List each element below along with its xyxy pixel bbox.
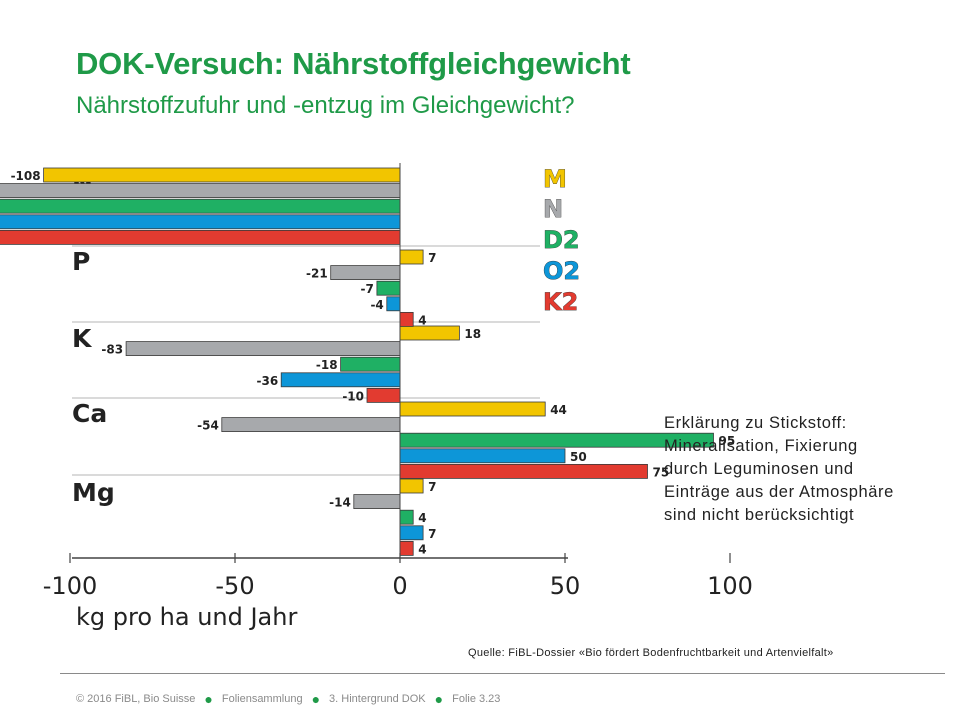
footer-section: 3. Hintergrund DOK [329,693,426,705]
nitrogen-explanation: Erklärung zu Stickstoff: Mineralisation,… [664,414,894,524]
footer: © 2016 FiBL, Bio Suisse ● Foliensammlung… [76,691,500,707]
bar [399,311,414,327]
x-tick-label: 50 [550,572,581,600]
legend-entry: O2 [543,257,580,285]
legend-entry: N [543,195,563,223]
source-note: Quelle: FiBL-Dossier «Bio fördert Bodenf… [468,647,834,659]
category-label: P [72,247,90,276]
data-label: -54 [197,419,219,433]
bar [399,448,566,464]
data-label: 18 [464,327,481,341]
data-label: -108 [11,169,41,183]
bar [353,494,401,510]
bar [376,280,401,296]
data-label: -21 [306,267,328,281]
data-label: 44 [550,403,567,417]
data-label: -83 [101,343,123,357]
data-label: 7 [428,251,436,265]
category-label: K [72,324,93,353]
bar [399,401,546,417]
bar [0,183,401,199]
data-label: 4 [418,511,426,525]
bar [43,167,401,183]
legend-entry: M [543,165,567,193]
data-label: -18 [316,358,338,372]
footer-bullet-icon: ● [434,691,444,707]
slide-subtitle: Nährstoffzufuhr und -entzug im Gleichgew… [76,92,575,119]
bar [399,525,424,541]
x-tick-label: -50 [215,572,254,600]
legend-entry: D2 [543,226,580,254]
data-label: 7 [428,527,436,541]
data-label: -10 [342,389,364,403]
data-label: -7 [361,282,374,296]
footer-bullet-icon: ● [311,691,321,707]
data-label: -4 [370,298,383,312]
bar [280,372,401,388]
bar [399,463,648,479]
footer-divider [60,673,945,674]
x-tick-label: 100 [707,572,753,600]
data-label: -36 [257,374,279,388]
bar [0,229,401,245]
bar [340,356,401,372]
bar [399,325,460,341]
slide-title: DOK-Versuch: Nährstoffgleichgewicht [76,46,631,81]
bar [125,341,401,357]
bar [399,509,414,525]
data-label: 95 [719,434,736,448]
data-label: 4 [418,313,426,327]
data-label: 50 [570,450,587,464]
bar [0,198,401,214]
footer-collection: Foliensammlung [221,693,303,705]
bar [366,387,401,403]
data-label: 75 [653,465,670,479]
data-label: 7 [428,480,436,494]
x-axis-label: kg pro ha und Jahr [76,603,297,631]
bar [399,249,424,265]
bar [399,541,414,556]
bar [0,214,401,230]
bar [386,296,401,312]
x-tick-label: -100 [43,572,97,600]
bar [221,417,401,433]
x-tick-label: 0 [392,572,407,600]
data-label: 4 [418,542,426,556]
bar [330,265,401,281]
category-label: Mg [72,478,115,507]
category-label: Ca [72,399,107,428]
footer-bullet-icon: ● [204,691,213,707]
bar [399,478,424,494]
legend-entry: K2 [543,288,578,316]
footer-slide-number: Folie 3.23 [452,693,501,705]
data-label: -14 [329,496,351,510]
footer-copyright: © 2016 FiBL, Bio Suisse [76,693,196,705]
